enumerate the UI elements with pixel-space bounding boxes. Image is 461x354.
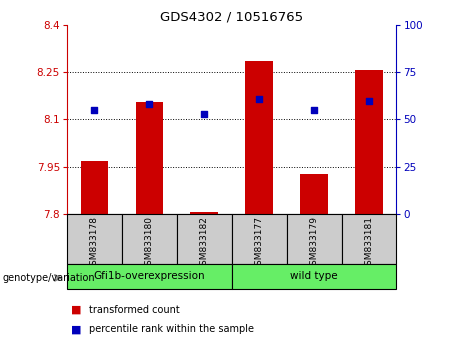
Text: transformed count: transformed count — [89, 305, 180, 315]
Text: ■: ■ — [71, 305, 82, 315]
Text: percentile rank within the sample: percentile rank within the sample — [89, 324, 254, 334]
Text: GSM833177: GSM833177 — [254, 216, 264, 271]
Bar — [81, 160, 108, 214]
Point — [310, 107, 318, 113]
Point — [146, 102, 153, 107]
Bar — [355, 70, 383, 214]
Point — [255, 96, 263, 102]
Bar — [342, 214, 396, 264]
Bar — [245, 61, 273, 214]
Text: ■: ■ — [71, 324, 82, 334]
Text: GSM833182: GSM833182 — [200, 216, 209, 270]
Bar — [300, 174, 328, 214]
Bar — [122, 214, 177, 264]
Text: GSM833180: GSM833180 — [145, 216, 154, 271]
Text: GSM833179: GSM833179 — [309, 216, 319, 271]
Bar — [177, 214, 231, 264]
Text: GSM833178: GSM833178 — [90, 216, 99, 271]
Point — [365, 98, 372, 103]
Bar — [231, 264, 396, 289]
Title: GDS4302 / 10516765: GDS4302 / 10516765 — [160, 11, 303, 24]
Bar — [67, 264, 231, 289]
Text: GSM833181: GSM833181 — [365, 216, 373, 271]
Bar — [190, 212, 218, 214]
Text: Gfi1b-overexpression: Gfi1b-overexpression — [94, 271, 205, 281]
Text: genotype/variation: genotype/variation — [2, 273, 95, 283]
Bar — [136, 102, 163, 214]
Bar — [287, 214, 342, 264]
Point — [201, 111, 208, 116]
Bar — [67, 214, 122, 264]
Text: wild type: wild type — [290, 271, 338, 281]
Bar — [231, 214, 287, 264]
Point — [91, 107, 98, 113]
